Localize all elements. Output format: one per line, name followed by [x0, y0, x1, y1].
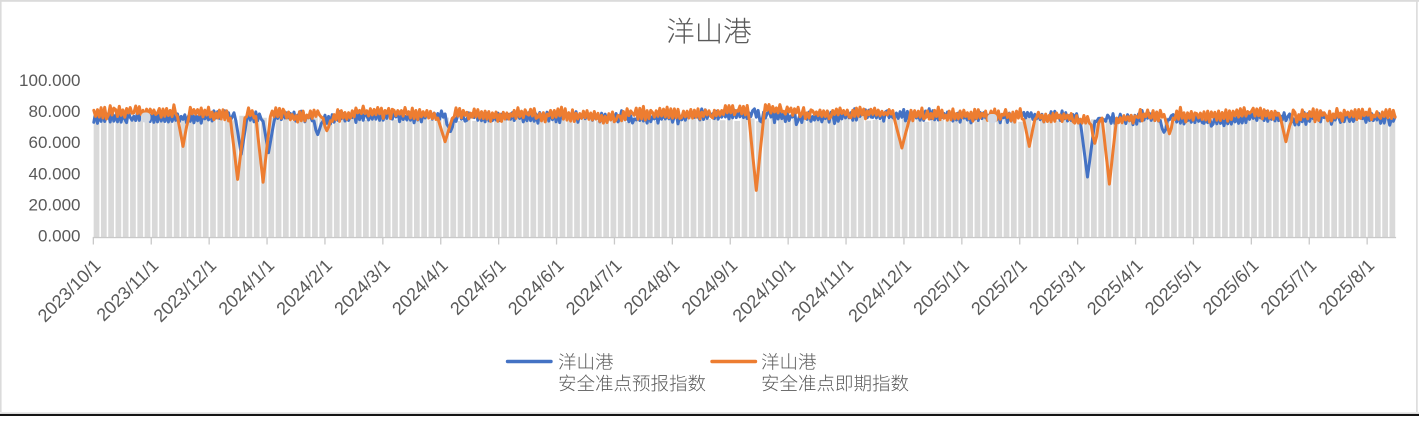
svg-text:40.000: 40.000	[29, 164, 81, 183]
svg-text:60.000: 60.000	[29, 133, 81, 152]
svg-text:80.000: 80.000	[29, 102, 81, 121]
svg-text:20.000: 20.000	[29, 195, 81, 214]
svg-text:100.000: 100.000	[19, 71, 80, 90]
svg-text:0.000: 0.000	[38, 227, 81, 246]
